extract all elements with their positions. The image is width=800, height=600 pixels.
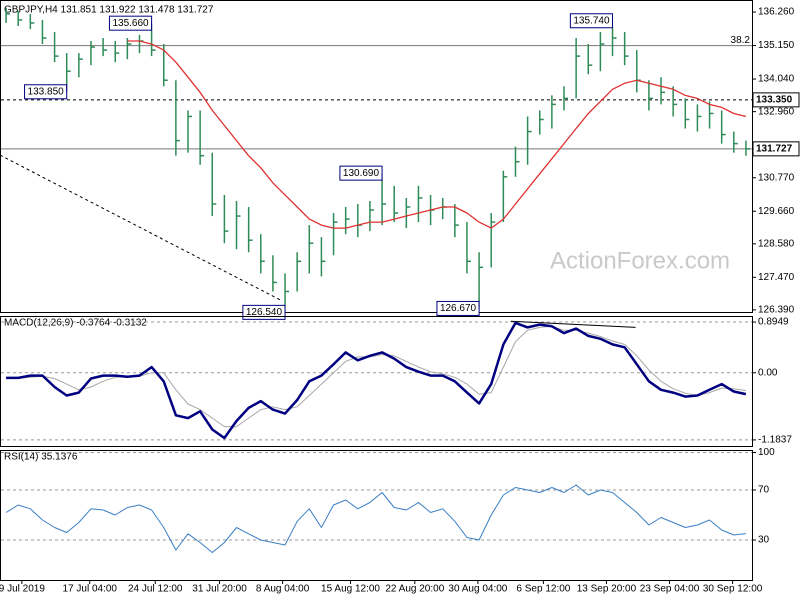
chart-header: GBPJPY,H4 131.851 131.922 131.478 131.72… [4,5,214,16]
indicator-title: MACD(12,26,9) -0.3764 -0.3132 [4,318,147,329]
x-tick-label: 8 Aug 04:00 [256,584,310,595]
x-tick-label: 24 Jul 12:00 [128,584,183,595]
y-tick-label: -1.1837 [758,435,792,446]
trend-line [0,154,281,301]
x-tick-label: 6 Sep 12:00 [516,584,570,595]
indicator-line [5,484,746,553]
y-tick-label: 129.660 [758,206,795,217]
indicator-title: RSI(14) 35.1376 [4,452,78,463]
x-tick-label: 30 Aug 04:00 [448,584,507,595]
y-tick-label: 0.00 [758,367,778,378]
price-annotation: 126.670 [440,303,477,314]
y-tick-label: 130.770 [758,172,795,183]
y-tick-label: 127.470 [758,272,795,283]
x-tick-label: 30 Sep 12:00 [703,584,763,595]
y-tick-label: 132.960 [758,106,795,117]
trend-line [510,320,636,328]
price-annotation: 133.850 [28,86,65,97]
x-tick-label: 17 Jul 04:00 [63,584,118,595]
price-annotation: 135.740 [573,15,610,26]
y-tick-label: 135.150 [758,40,795,51]
x-tick-label: 31 Jul 20:00 [192,584,247,595]
y-tick-label: 134.040 [758,74,795,85]
y-tick-label: 126.390 [758,305,795,316]
fib-label: 38.2 [731,35,751,46]
y-tick-label: 70 [758,485,770,496]
panel-frame [0,316,753,447]
indicator-line [6,321,747,440]
price-label: 133.350 [756,95,793,106]
panel-frame [0,0,753,313]
x-tick-label: 15 Aug 12:00 [321,584,380,595]
price-annotation: 126.540 [246,307,283,318]
x-tick-label: 13 Sep 20:00 [577,584,637,595]
price-annotation: 130.690 [343,168,380,179]
y-tick-label: 30 [758,535,770,546]
watermark: ActionForex.com [550,247,730,274]
y-tick-label: 128.580 [758,238,795,249]
x-tick-label: 9 Jul 2019 [0,584,45,595]
y-tick-label: 0.8949 [758,317,789,328]
panel-frame [0,450,753,581]
y-tick-label: 100 [758,447,775,458]
y-tick-label: 136.260 [758,7,795,18]
price-annotation: 135.660 [112,18,149,29]
price-label-box [752,141,800,157]
x-tick-label: 22 Aug 20:00 [385,584,444,595]
x-tick-label: 23 Sep 04:00 [640,584,700,595]
price-label-box [752,92,800,108]
indicator-line [127,40,747,229]
price-label: 131.727 [756,143,793,154]
